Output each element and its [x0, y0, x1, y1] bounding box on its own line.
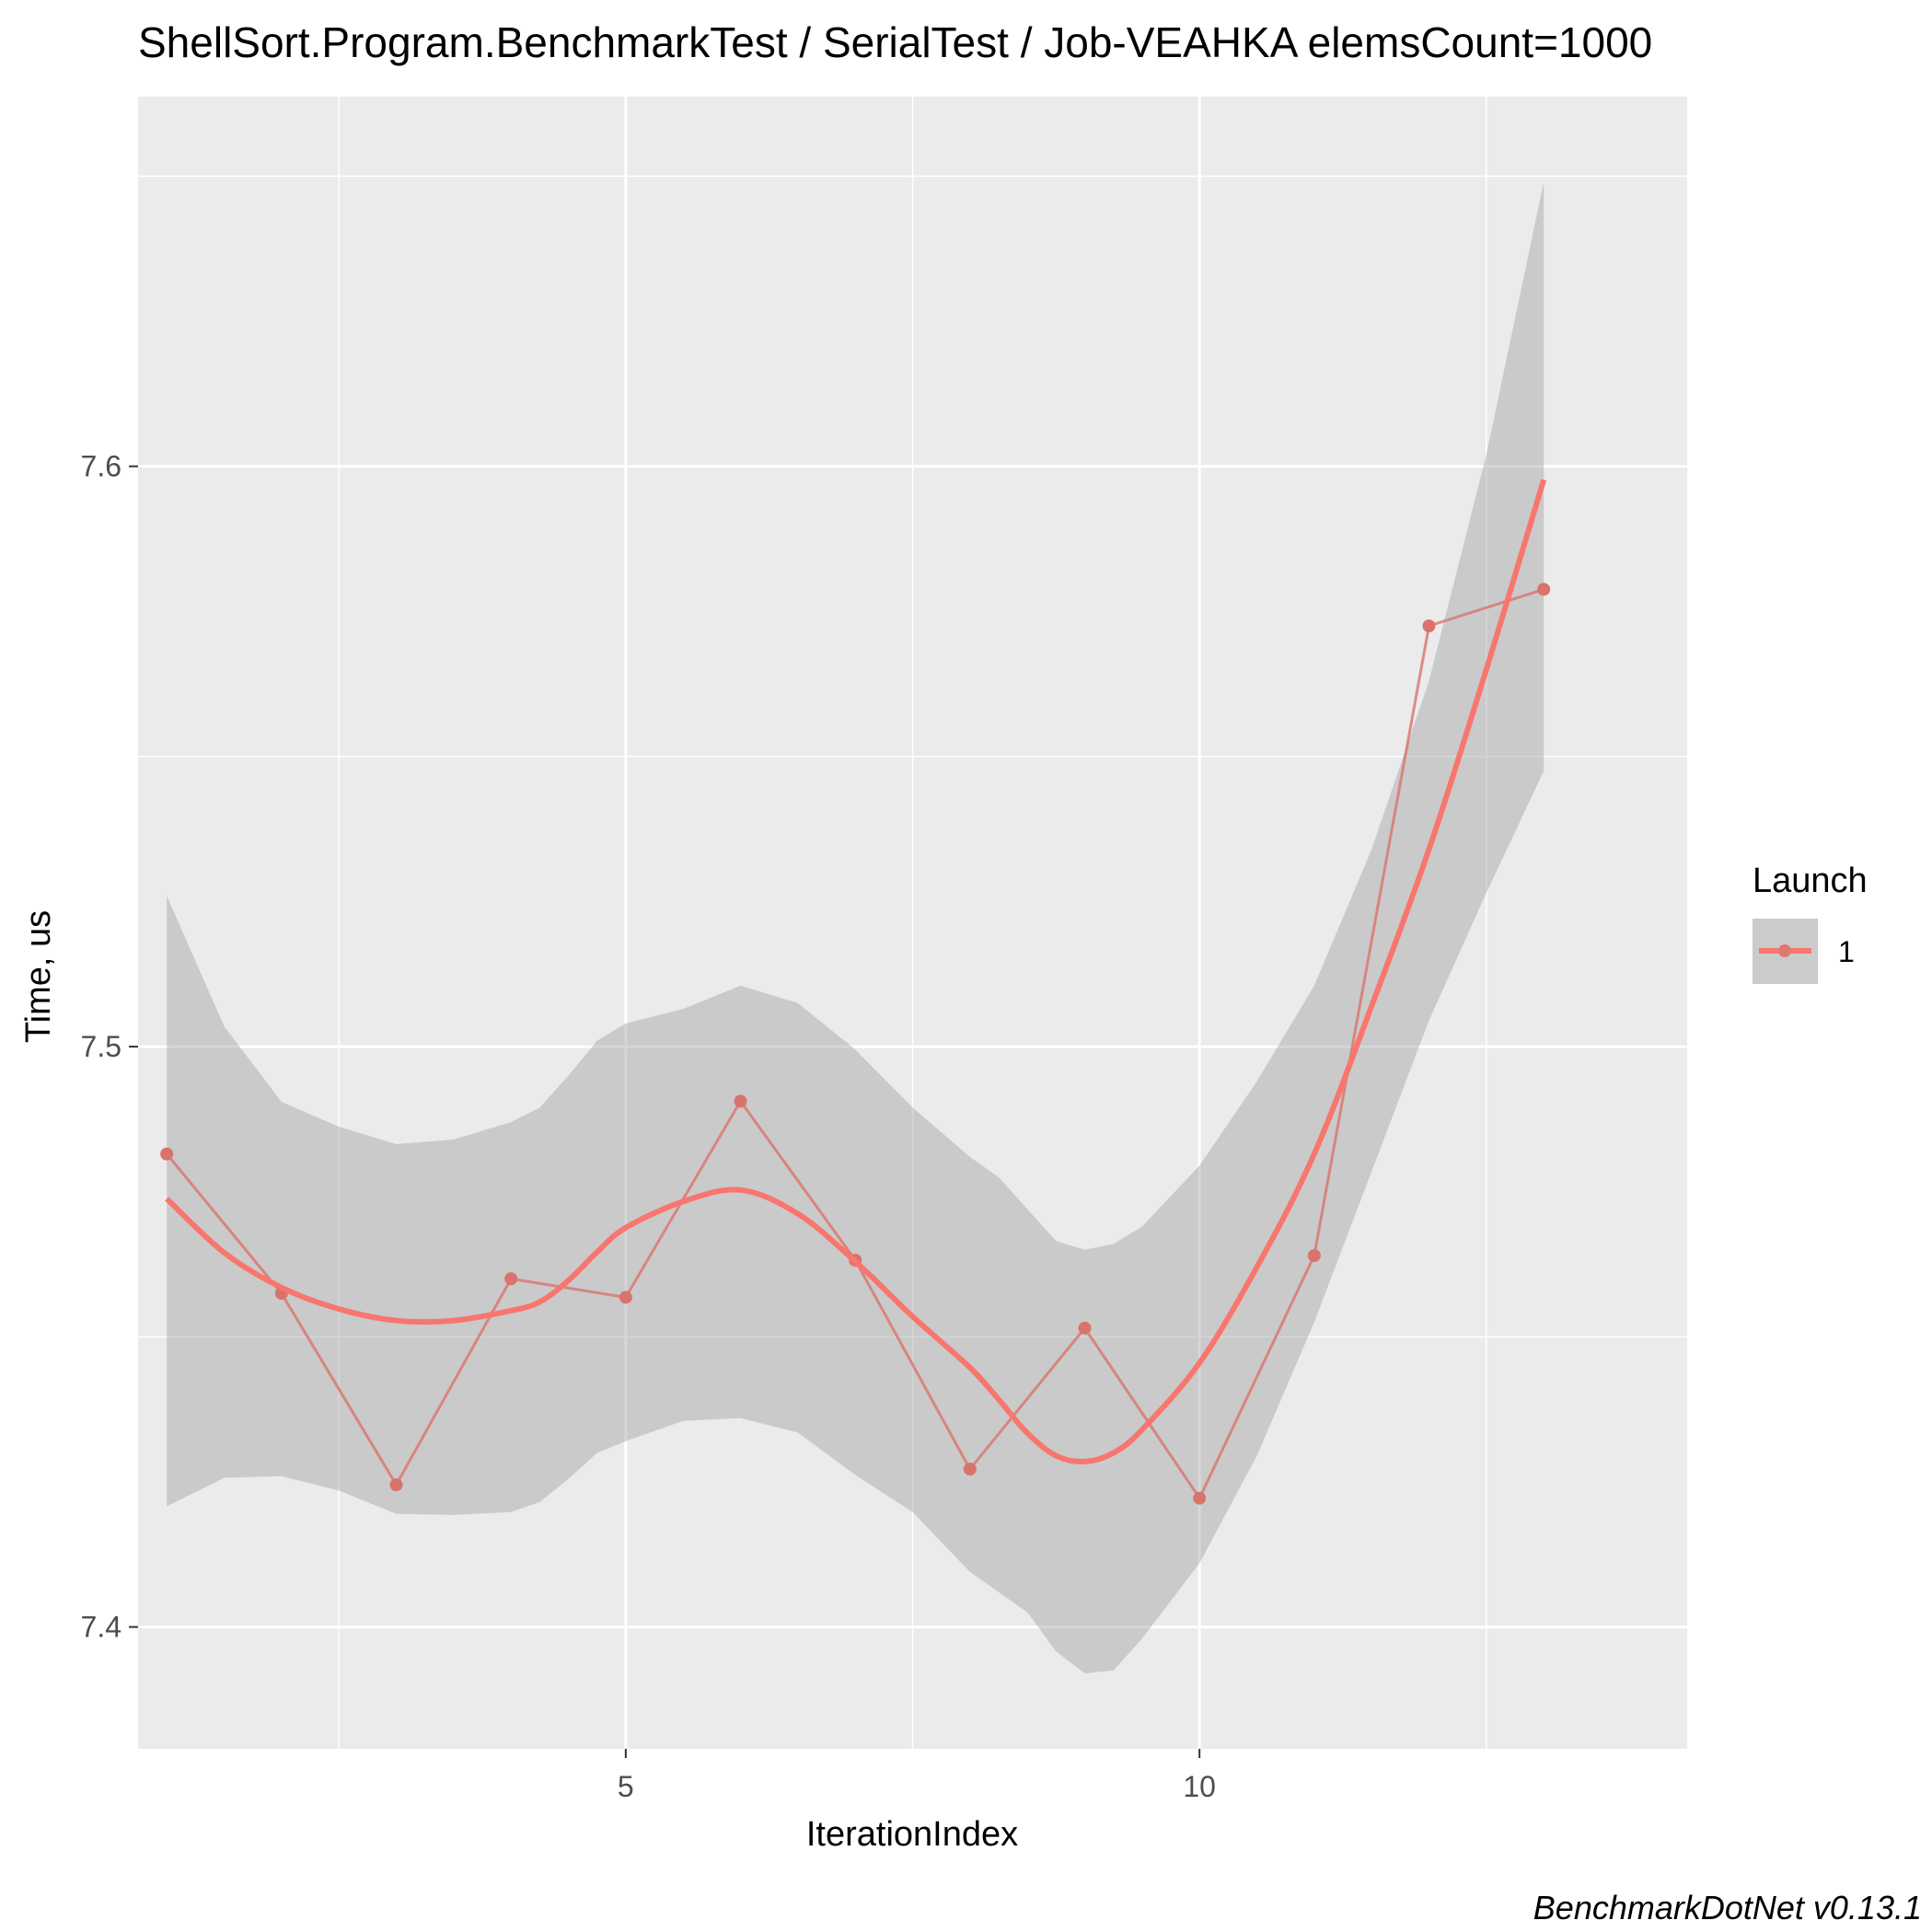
legend: Launch 1	[1753, 862, 1868, 984]
y-tick-label: 7.5	[81, 1030, 121, 1063]
caption: BenchmarkDotNet v0.13.1	[1533, 1889, 1922, 1926]
y-tick-label: 7.4	[81, 1611, 121, 1644]
smooth-line	[165, 479, 1547, 1464]
data-point	[160, 1147, 174, 1161]
legend-key-point	[1778, 944, 1791, 957]
x-tick-label: 5	[618, 1770, 634, 1803]
x-tick-label: 10	[1183, 1770, 1216, 1803]
data-point	[504, 1272, 518, 1286]
data-point	[1307, 1249, 1321, 1263]
data-point	[1193, 1491, 1207, 1505]
legend-label: 1	[1838, 935, 1855, 968]
data-point	[1422, 619, 1436, 633]
y-axis-ticks: 7.4 7.5 7.6	[81, 450, 138, 1644]
legend-title: Launch	[1753, 862, 1868, 900]
grid-major	[138, 97, 1687, 1749]
y-tick-label: 7.6	[81, 450, 121, 483]
data-point	[619, 1290, 632, 1304]
data-point	[1078, 1321, 1092, 1335]
data-point	[389, 1478, 403, 1492]
confidence-band	[167, 181, 1544, 1674]
data-point	[1537, 583, 1551, 596]
y-axis-title: Time, us	[19, 910, 58, 1043]
chart-title: ShellSort.Program.BenchmarkTest / Serial…	[138, 18, 1652, 66]
data-point	[734, 1094, 747, 1108]
data-point	[963, 1463, 977, 1476]
x-axis-ticks: 5 10	[618, 1749, 1216, 1803]
grid-minor	[138, 97, 1687, 1749]
x-axis-title: IterationIndex	[806, 1815, 1018, 1854]
